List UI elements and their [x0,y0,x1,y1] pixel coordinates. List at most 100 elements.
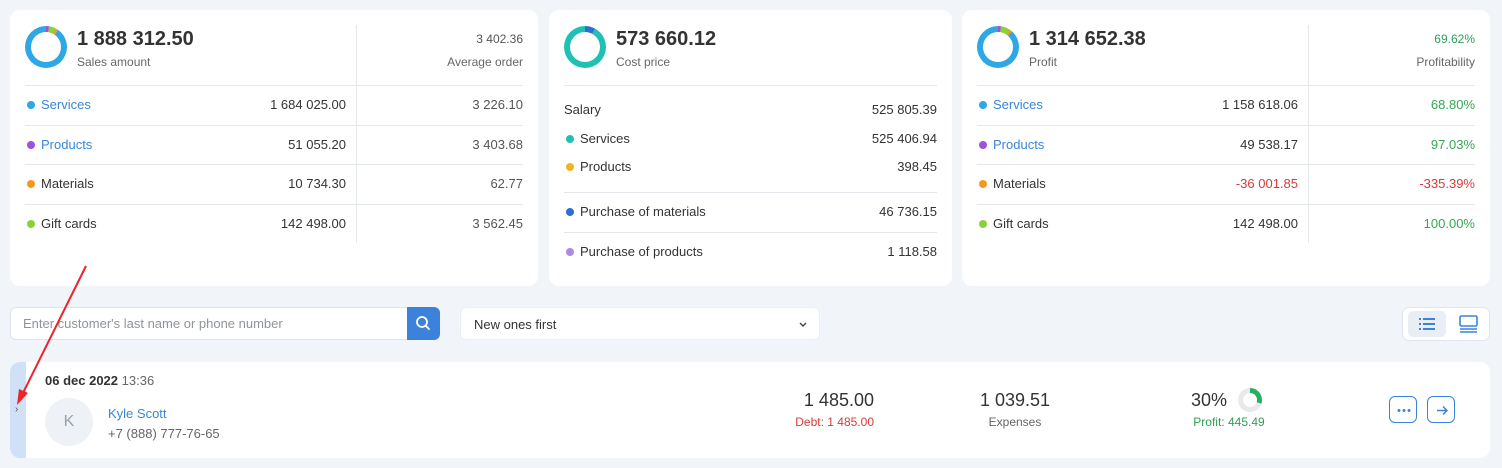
profit-donut-chart [977,26,1019,68]
profit-gift-cards-rate: 100.00% [1423,216,1475,231]
chevron-right-icon: › [15,404,19,415]
average-order-value: 3 402.36 [476,32,523,46]
cost-salary-label: Salary [564,102,601,117]
profit-materials-rate: -335.39% [1419,176,1475,191]
sales-products-avg: 3 403.68 [472,137,523,152]
cost-products-value: 398.45 [897,159,937,174]
order-date: 06 dec 2022 13:36 [45,373,154,388]
profitability-value: 69.62% [1434,32,1475,46]
open-order-button[interactable] [1427,396,1455,423]
order-expenses-label: Expenses [988,415,1042,429]
profit-products-rate: 97.03% [1430,137,1475,152]
cost-purchase-materials-label: Purchase of materials [580,204,706,219]
profit-row-services: Services 1 158 618.06 68.80% [977,95,1475,115]
average-order-label: Average order [447,55,523,69]
divider [25,204,523,205]
view-toggle [1402,307,1490,341]
order-time: 13:36 [121,373,155,388]
products-dot [979,141,987,149]
sort-select[interactable]: New ones first [460,307,820,340]
customer-name-link[interactable]: Kyle Scott [108,406,167,421]
profitability-label: Profitability [1416,55,1475,69]
sales-gift-cards-label: Gift cards [41,216,97,231]
chevron-down-icon [799,322,807,327]
expand-row-toggle[interactable]: › [10,362,26,458]
materials-dot [979,180,987,188]
cost-services-label: Services [580,131,630,146]
sales-donut-chart [25,26,67,68]
profit-total: 1 314 652.38 [1029,28,1146,50]
gift-cards-dot [979,220,987,228]
divider [564,85,937,86]
products-dot [566,163,574,171]
sales-row-gift-cards: Gift cards 142 498.00 3 562.45 [25,214,523,234]
more-icon [1397,409,1411,412]
sales-products-value: 51 055.20 [288,137,346,152]
sales-row-products: Products 51 055.20 3 403.68 [25,135,523,155]
cost-services-value: 525 406.94 [871,131,937,146]
divider [977,125,1475,126]
services-dot [566,135,574,143]
sales-materials-avg: 62.77 [490,176,523,191]
cost-summary-card: 573 660.12 Cost price Salary 525 805.39 … [549,10,952,286]
cost-row-purchase-materials: Purchase of materials 46 736.15 [564,202,937,222]
order-debt: Debt: 1 485.00 [795,415,874,429]
profit-products-value: 49 538.17 [1240,137,1298,152]
more-actions-button[interactable] [1389,396,1417,423]
sales-gift-cards-value: 142 498.00 [280,216,346,231]
list-view-icon [1419,318,1435,330]
profit-summary-card: 1 314 652.38 Profit 69.62% Profitability… [962,10,1490,286]
sales-materials-value: 10 734.30 [288,176,346,191]
divider [1308,25,1309,243]
cost-salary-value: 525 805.39 [871,102,937,117]
sales-services-link[interactable]: Services [41,97,91,112]
cost-total: 573 660.12 [616,28,717,50]
cost-purchase-materials-value: 46 736.15 [879,204,937,219]
cost-row-salary: Salary 525 805.39 [564,100,937,120]
cost-row-products: Products 398.45 [564,157,937,177]
profit-products-link[interactable]: Products [993,137,1045,152]
sales-services-avg: 3 226.10 [472,97,523,112]
sales-total-label: Sales amount [77,55,151,69]
search-button[interactable] [407,307,440,340]
materials-dot [27,180,35,188]
purchase-materials-dot [566,208,574,216]
sales-total: 1 888 312.50 [77,28,194,50]
services-dot [27,101,35,109]
order-expenses: 1 039.51 [979,390,1051,410]
profit-services-rate: 68.80% [1430,97,1475,112]
profit-materials-label: Materials [993,176,1046,191]
avatar: K [45,398,93,446]
cost-row-services: Services 525 406.94 [564,129,937,149]
search-icon [416,316,430,330]
sales-summary-card: 1 888 312.50 Sales amount 3 402.36 Avera… [10,10,538,286]
card-view-button[interactable] [1451,311,1487,337]
cost-total-label: Cost price [616,55,671,69]
divider [564,232,937,233]
cost-donut-chart [564,26,606,68]
divider [977,85,1475,86]
divider [564,192,937,193]
gift-cards-dot [27,220,35,228]
profit-services-link[interactable]: Services [993,97,1043,112]
sort-selected-value: New ones first [474,317,557,332]
products-dot [27,141,35,149]
order-row: › 06 dec 2022 13:36 K Kyle Scott +7 (888… [10,362,1490,458]
cost-products-label: Products [580,159,632,174]
sales-gift-cards-avg: 3 562.45 [472,216,523,231]
search-input[interactable] [11,308,407,339]
order-date-text: 06 dec 2022 [45,373,119,388]
profit-ring-chart [1238,388,1262,412]
profit-total-label: Profit [1029,55,1058,69]
purchase-products-dot [566,248,574,256]
services-dot [979,101,987,109]
order-total: 1 485.00 [803,390,874,410]
sales-materials-label: Materials [41,176,94,191]
divider [977,204,1475,205]
cost-row-purchase-products: Purchase of products 1 118.58 [564,242,937,262]
list-view-button[interactable] [1408,311,1446,337]
arrow-right-icon [1437,405,1449,416]
sales-products-link[interactable]: Products [41,137,93,152]
search-box [10,307,440,340]
sales-services-value: 1 684 025.00 [270,97,346,112]
